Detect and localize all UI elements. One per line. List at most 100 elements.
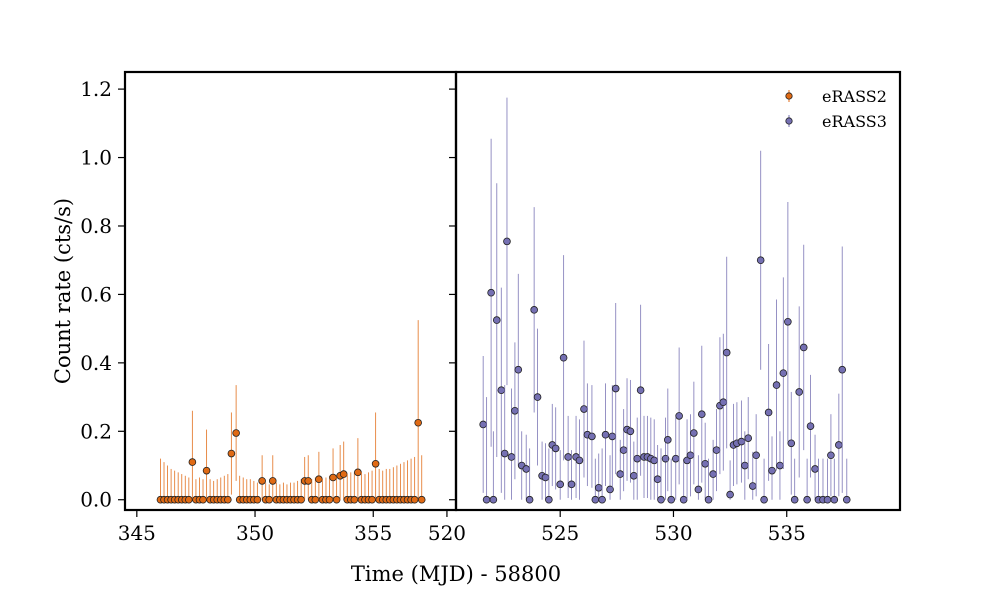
data-point	[304, 477, 313, 485]
data-point	[686, 451, 695, 460]
data-point	[787, 439, 796, 448]
data-point	[790, 495, 799, 504]
x-tick-label: 345	[118, 521, 156, 545]
data-point	[760, 495, 768, 504]
data-point	[835, 441, 843, 449]
panel-right: 520 525 530 535	[428, 70, 902, 545]
legend-label: eRASS2	[822, 87, 887, 106]
data-point	[410, 495, 419, 504]
data-point	[487, 288, 495, 297]
data-point	[626, 427, 635, 436]
data-point	[253, 495, 262, 504]
data-point	[690, 429, 698, 437]
y-axis-label: Count rate (cts/s)	[51, 198, 75, 384]
data-point	[580, 405, 588, 413]
y-tick-label: 0.6	[80, 282, 112, 306]
data-point	[545, 495, 553, 504]
data-point	[503, 237, 511, 246]
data-point	[719, 398, 728, 407]
legend-marker	[785, 92, 793, 100]
data-point	[311, 495, 320, 504]
data-point	[525, 495, 534, 504]
data-point	[598, 495, 606, 504]
y-tick-label: 1.2	[80, 77, 112, 101]
legend-marker	[785, 117, 793, 125]
data-point	[556, 480, 565, 489]
data-point	[772, 381, 781, 389]
data-point	[764, 408, 773, 417]
data-point	[726, 490, 734, 499]
data-point	[619, 446, 628, 454]
data-point	[530, 306, 538, 314]
data-point	[661, 454, 670, 463]
series-eRASS2	[156, 320, 426, 504]
data-point	[339, 470, 348, 478]
data-point	[768, 466, 776, 475]
data-point	[227, 449, 236, 458]
data-point	[601, 430, 610, 439]
data-point	[354, 468, 362, 477]
data-point	[533, 393, 542, 401]
data-point	[795, 388, 803, 396]
data-point	[507, 453, 516, 461]
data-point	[608, 432, 617, 441]
data-point	[776, 461, 784, 470]
data-point	[799, 343, 808, 352]
data-point	[479, 420, 487, 429]
data-point	[606, 485, 614, 494]
data-point	[722, 348, 731, 357]
data-point	[744, 434, 753, 442]
data-point	[551, 444, 560, 453]
data-point	[297, 495, 305, 504]
data-point	[497, 386, 506, 395]
data-point	[675, 412, 683, 420]
data-point	[653, 475, 662, 484]
x-tick-label: 525	[541, 521, 579, 545]
data-point	[704, 495, 713, 504]
data-point	[806, 422, 815, 430]
data-point	[591, 495, 600, 504]
data-point	[741, 461, 749, 470]
data-point	[737, 437, 746, 446]
data-point	[489, 495, 498, 504]
data-point	[522, 465, 531, 473]
x-axis-label: Time (MJD) - 58800	[351, 562, 561, 586]
data-point	[784, 317, 792, 326]
data-point	[611, 384, 620, 393]
x-tick-label: 520	[428, 521, 466, 545]
data-point	[779, 369, 788, 377]
data-point	[594, 483, 603, 492]
data-point	[588, 432, 596, 441]
data-point	[414, 418, 422, 427]
data-point	[803, 495, 811, 504]
data-point	[616, 470, 625, 478]
data-point	[258, 477, 266, 485]
x-tick-label: 350	[236, 521, 274, 545]
legend: eRASS2 eRASS3	[785, 87, 887, 131]
data-point	[709, 470, 717, 478]
data-point	[671, 454, 680, 463]
data-point	[712, 446, 721, 454]
data-point	[567, 480, 576, 489]
x-tick-label: 530	[654, 521, 692, 545]
data-point	[664, 436, 672, 444]
data-point	[827, 451, 835, 460]
data-point	[541, 473, 550, 482]
data-point	[748, 482, 757, 490]
y-axis: 0.0 0.2 0.4 0.6 0.8 1.0 1.2	[80, 77, 456, 512]
y-tick-label: 0.0	[80, 488, 112, 512]
data-point	[511, 406, 519, 415]
data-point	[329, 473, 337, 482]
data-point	[202, 466, 211, 475]
data-point	[575, 456, 584, 465]
data-point	[315, 475, 323, 484]
panel-left: 345 350 355	[118, 70, 458, 545]
data-point	[559, 353, 568, 362]
data-point	[268, 477, 277, 485]
x-tick-label: 355	[354, 521, 392, 545]
y-tick-label: 0.8	[80, 214, 112, 238]
plot-frame	[123, 70, 458, 512]
data-point	[199, 495, 207, 504]
data-point	[823, 495, 832, 504]
